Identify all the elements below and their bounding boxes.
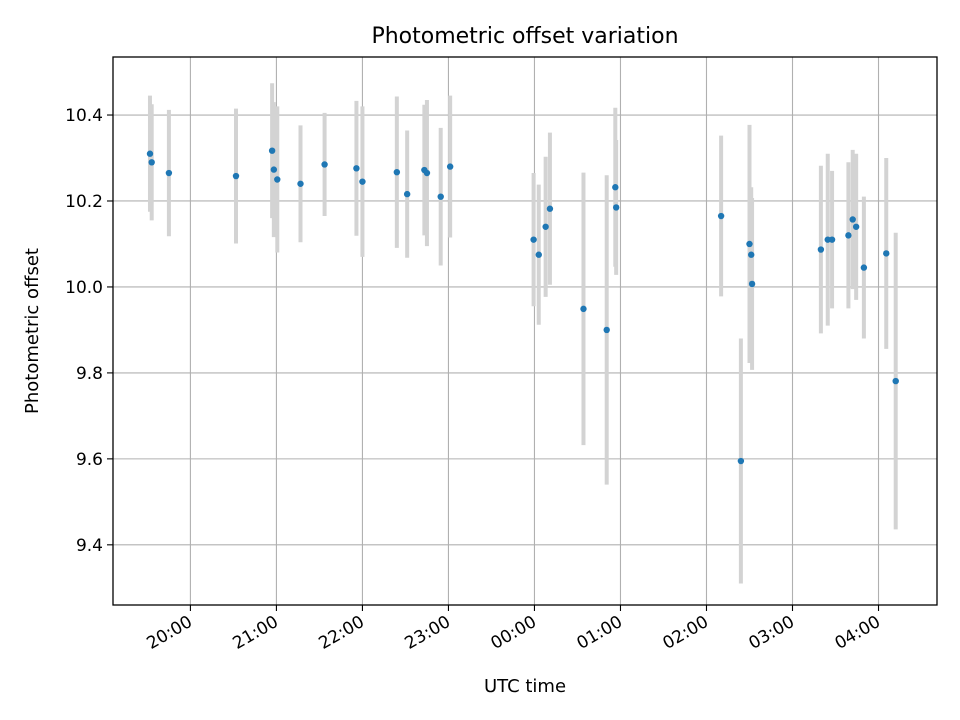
y-axis-label: Photometric offset [22,248,43,414]
data-point [748,280,756,288]
y-tick-label: 9.8 [76,364,103,384]
data-point [530,236,537,243]
data-point [446,163,454,170]
data-point [232,172,240,180]
data-point [737,457,745,465]
y-axis-ticks: 9.4 9.6 9.8 10.0 10.2 10.4 [65,106,113,556]
data-point [580,305,587,313]
data-point [146,150,154,157]
grid-lines [113,57,937,605]
data-point [165,169,173,177]
data-point [423,169,431,177]
data-point [359,178,366,185]
data-point [828,236,836,243]
data-point [717,212,725,220]
data-point [852,223,860,230]
data-point [148,159,155,166]
data-point [437,193,444,200]
data-point [268,147,276,154]
data-point [817,246,825,253]
y-tick-label: 10.4 [65,106,103,126]
data-point [746,240,753,248]
y-tick-label: 9.4 [76,536,103,556]
data-points [146,147,899,465]
data-point [270,166,278,173]
data-point [845,232,852,239]
data-point [612,184,619,191]
plot-frame [112,56,938,606]
data-point [612,204,620,211]
data-point [403,190,411,198]
data-point [321,161,328,168]
y-tick-label: 10.0 [65,278,103,298]
data-point [353,165,360,172]
data-point [535,251,542,258]
data-point [546,205,554,212]
x-axis-label: UTC time [484,676,566,697]
y-tick-label: 9.6 [76,450,103,470]
data-point [542,223,549,230]
data-point [892,377,899,385]
y-tick-label: 10.2 [65,192,103,212]
data-point [274,176,281,183]
data-point [883,250,890,257]
data-point [393,168,401,176]
data-point [748,251,755,258]
chart-title: Photometric offset variation [371,24,678,49]
data-point [849,216,856,223]
data-point [603,326,610,334]
data-point [860,264,868,271]
data-point [297,180,304,187]
